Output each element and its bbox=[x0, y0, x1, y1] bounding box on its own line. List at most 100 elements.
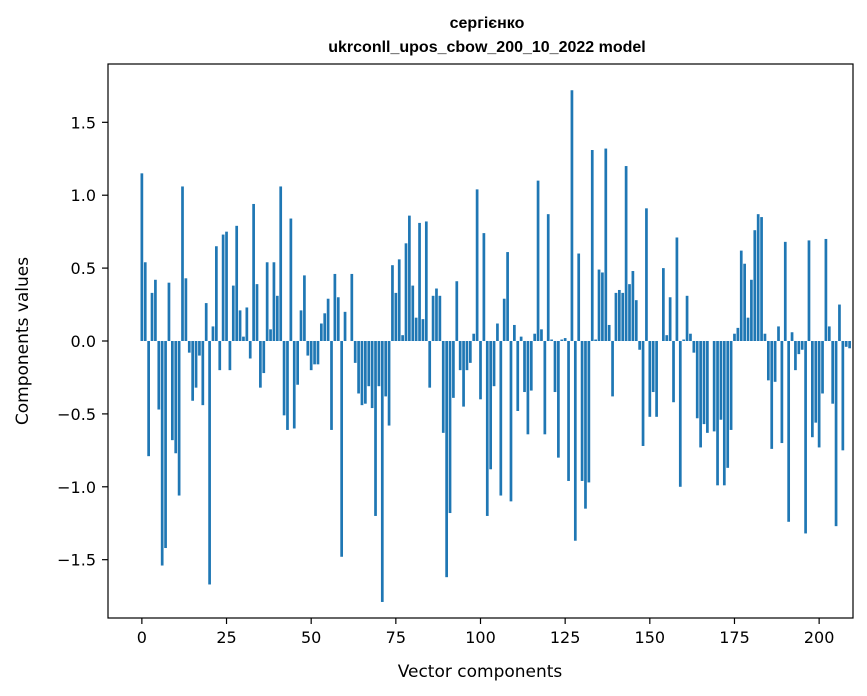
bar-164 bbox=[695, 341, 699, 419]
bar-15 bbox=[191, 341, 195, 401]
bar-195 bbox=[800, 341, 804, 350]
bar-48 bbox=[303, 275, 306, 341]
bar-46 bbox=[296, 341, 299, 385]
bar-23 bbox=[218, 341, 222, 371]
bar-187 bbox=[773, 341, 777, 382]
bar-188 bbox=[777, 326, 780, 341]
bar-10 bbox=[174, 341, 178, 454]
bar-43 bbox=[286, 341, 289, 430]
bar-111 bbox=[516, 341, 520, 411]
bar-38 bbox=[269, 329, 272, 341]
bar-117 bbox=[536, 180, 540, 341]
bar-113 bbox=[523, 341, 526, 393]
bar-89 bbox=[441, 341, 445, 433]
bar-110 bbox=[513, 324, 516, 341]
bar-132 bbox=[587, 341, 591, 483]
bar-52 bbox=[316, 341, 320, 365]
bar-115 bbox=[529, 341, 533, 391]
bar-137 bbox=[604, 148, 608, 341]
bar-138 bbox=[607, 324, 611, 341]
y-axis-label: Components values bbox=[13, 257, 33, 425]
bar-34 bbox=[255, 284, 259, 341]
bar-201 bbox=[821, 341, 824, 394]
bar-147 bbox=[638, 341, 642, 350]
bar-55 bbox=[326, 298, 330, 341]
bar-96 bbox=[465, 341, 469, 371]
y-tick-label: 1.5 bbox=[71, 113, 96, 132]
bar-183 bbox=[760, 217, 763, 341]
x-tick-label: 100 bbox=[465, 628, 496, 647]
bar-185 bbox=[766, 341, 770, 381]
bar-108 bbox=[506, 252, 509, 341]
x-axis-ticks: 0 25 50 75 100 125 150 175 200 bbox=[137, 618, 835, 647]
bar-59 bbox=[340, 341, 344, 557]
x-tick-label: 200 bbox=[804, 628, 835, 647]
bar-57 bbox=[333, 273, 337, 341]
bar-146 bbox=[634, 300, 638, 341]
bar-139 bbox=[611, 341, 614, 397]
chart-title-line-1: сергієнко bbox=[450, 15, 525, 32]
bar-78 bbox=[404, 243, 408, 341]
bar-86 bbox=[431, 295, 435, 341]
bar-18 bbox=[201, 341, 205, 406]
y-tick-label: −1.5 bbox=[57, 551, 96, 570]
bar-70 bbox=[377, 341, 381, 387]
bar-125 bbox=[563, 338, 567, 341]
bar-186 bbox=[770, 341, 774, 449]
bar-69 bbox=[374, 341, 377, 516]
y-tick-label: 0.0 bbox=[71, 332, 96, 351]
chart-title-line-2: ukrconll_upos_cbow_200_10_2022 model bbox=[328, 39, 645, 56]
bar-31 bbox=[245, 307, 249, 341]
bar-133 bbox=[590, 150, 594, 341]
bar-159 bbox=[678, 341, 682, 487]
bar-182 bbox=[756, 214, 760, 341]
x-tick-label: 175 bbox=[719, 628, 750, 647]
bar-149 bbox=[645, 208, 648, 341]
bar-13 bbox=[184, 278, 188, 341]
bar-77 bbox=[401, 335, 404, 341]
bar-22 bbox=[215, 246, 218, 341]
bar-106 bbox=[499, 341, 503, 496]
bar-91 bbox=[448, 341, 452, 514]
bar-30 bbox=[242, 336, 245, 341]
bar-99 bbox=[475, 189, 479, 341]
bar-32 bbox=[248, 341, 252, 359]
bar-94 bbox=[458, 341, 462, 371]
bar-141 bbox=[617, 289, 621, 341]
bar-166 bbox=[702, 341, 706, 425]
bar-101 bbox=[482, 233, 486, 341]
x-axis-label: Vector components bbox=[398, 662, 563, 682]
bar-148 bbox=[641, 341, 645, 446]
bar-75 bbox=[394, 292, 398, 341]
bar-203 bbox=[827, 326, 831, 341]
bar-104 bbox=[492, 341, 496, 387]
bar-158 bbox=[675, 237, 679, 341]
bar-172 bbox=[722, 341, 726, 486]
bar-127 bbox=[570, 90, 574, 342]
bar-192 bbox=[790, 332, 794, 341]
bar-169 bbox=[712, 341, 716, 432]
bar-51 bbox=[313, 341, 316, 365]
bar-21 bbox=[211, 326, 215, 341]
bar-176 bbox=[736, 327, 740, 341]
bar-41 bbox=[279, 186, 283, 341]
bar-124 bbox=[560, 339, 564, 341]
bar-135 bbox=[597, 269, 601, 341]
bar-8 bbox=[167, 282, 171, 341]
bar-76 bbox=[397, 259, 401, 341]
bar-3 bbox=[150, 292, 154, 341]
bar-102 bbox=[485, 341, 489, 516]
bar-42 bbox=[282, 341, 286, 416]
bar-66 bbox=[364, 341, 367, 404]
bar-5 bbox=[157, 341, 161, 410]
bar-84 bbox=[424, 221, 428, 341]
plot-frame bbox=[107, 63, 854, 619]
bar-175 bbox=[733, 333, 736, 341]
y-tick-label: −1.0 bbox=[57, 478, 96, 497]
bar-40 bbox=[275, 295, 279, 341]
bar-202 bbox=[824, 238, 828, 341]
bar-92 bbox=[452, 341, 455, 398]
bars-group bbox=[140, 90, 851, 602]
bar-198 bbox=[811, 341, 814, 438]
bar-142 bbox=[621, 292, 625, 341]
